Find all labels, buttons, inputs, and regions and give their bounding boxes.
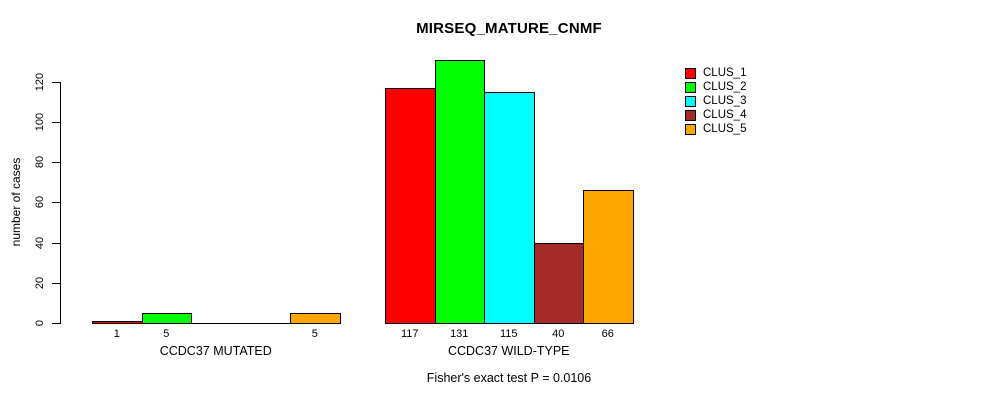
zero-baseline — [92, 323, 340, 324]
bar-clus_5-group2 — [583, 190, 634, 324]
y-tick-label: 120 — [34, 72, 46, 92]
legend-item-clus_3: CLUS_3 — [685, 94, 746, 108]
legend-item-clus_1: CLUS_1 — [685, 66, 746, 80]
y-tick — [52, 122, 60, 123]
y-tick — [52, 243, 60, 244]
bar-clus_1-group2 — [385, 88, 436, 324]
bar-clus_3-group2 — [484, 92, 535, 324]
chart-title: MIRSEQ_MATURE_CNMF — [416, 20, 602, 37]
y-tick-label: 80 — [34, 155, 46, 169]
bar-value-label: 1 — [113, 328, 120, 340]
y-tick — [52, 283, 60, 284]
y-tick — [52, 82, 60, 83]
legend-swatch-icon — [685, 67, 696, 79]
y-tick — [52, 202, 60, 203]
y-axis-label: number of cases — [9, 157, 23, 247]
y-tick-label: 0 — [34, 319, 46, 327]
bar-value-label: 66 — [601, 328, 614, 340]
bar-clus_2-group2 — [434, 60, 485, 324]
legend-swatch-icon — [685, 81, 696, 93]
fisher-test-note: Fisher's exact test P = 0.0106 — [426, 371, 592, 385]
bar-value-label: 40 — [552, 328, 565, 340]
legend: CLUS_1 CLUS_2 CLUS_3 CLUS_4 CLUS_5 — [685, 66, 746, 136]
legend-label: CLUS_2 — [703, 81, 747, 93]
bar-value-label: 5 — [163, 328, 170, 340]
legend-swatch-icon — [685, 123, 696, 135]
legend-label: CLUS_4 — [703, 109, 747, 121]
y-tick-label: 100 — [34, 112, 46, 132]
bar-clus_1-group1 — [92, 321, 143, 324]
y-axis-line — [60, 82, 61, 324]
y-tick-label: 40 — [34, 236, 46, 250]
legend-label: CLUS_3 — [703, 95, 747, 107]
legend-swatch-icon — [685, 109, 696, 121]
legend-label: CLUS_5 — [703, 123, 747, 135]
legend-item-clus_2: CLUS_2 — [685, 80, 746, 94]
y-tick-label: 20 — [34, 276, 46, 290]
bar-value-label: 115 — [499, 328, 518, 340]
bar-clus_4-group2 — [533, 243, 584, 324]
y-tick-label: 60 — [34, 195, 46, 209]
y-tick — [52, 162, 60, 163]
legend-item-clus_4: CLUS_4 — [685, 108, 746, 122]
group-label: CCDC37 MUTATED — [159, 344, 272, 358]
bar-clus_5-group1 — [290, 313, 341, 324]
bar-value-label: 131 — [450, 328, 469, 340]
legend-item-clus_5: CLUS_5 — [685, 122, 746, 136]
bar-value-label: 5 — [311, 328, 318, 340]
bar-value-label: 117 — [400, 328, 419, 340]
group-label: CCDC37 WILD-TYPE — [447, 344, 570, 358]
legend-label: CLUS_1 — [703, 67, 747, 79]
legend-swatch-icon — [685, 95, 696, 107]
bar-clus_2-group1 — [141, 313, 192, 324]
y-tick — [52, 323, 60, 324]
